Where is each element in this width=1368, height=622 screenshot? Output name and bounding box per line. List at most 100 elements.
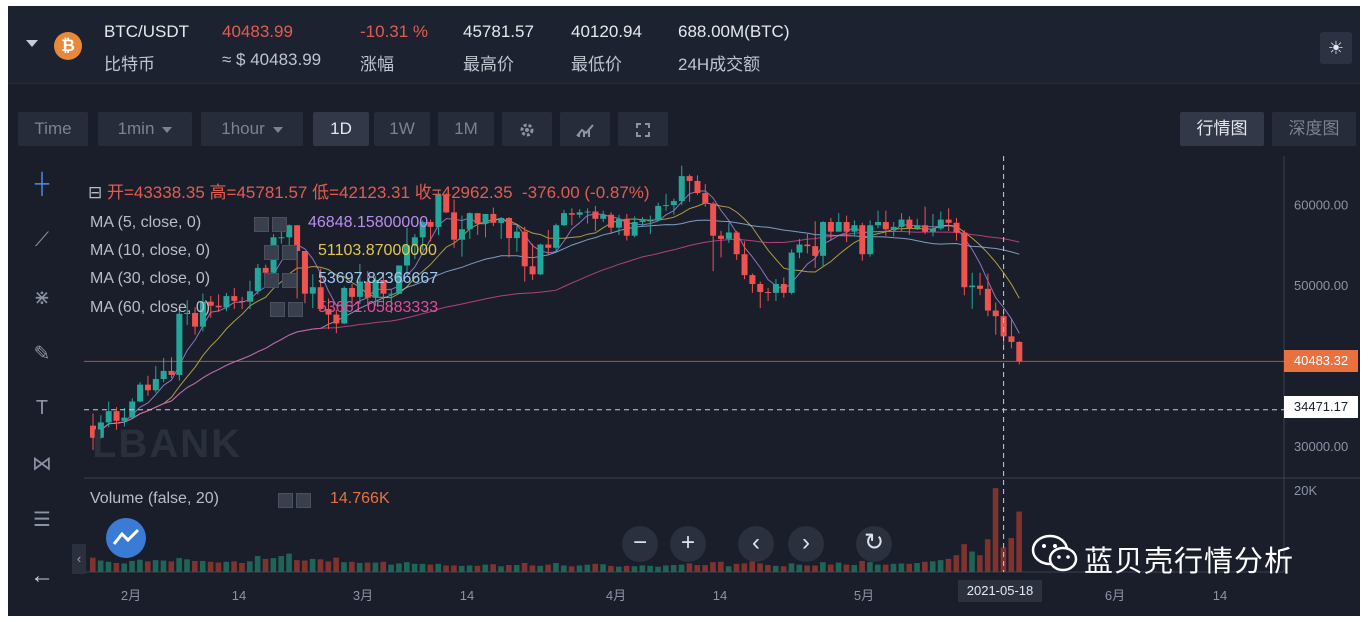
x-tick-label: 5月 — [854, 588, 874, 603]
volume-indicator-label[interactable]: Volume (false, 20) — [90, 490, 219, 507]
fib-tool-icon[interactable]: ⋇ — [33, 287, 51, 309]
ma60-label[interactable]: MA (60, close, 0) — [90, 299, 211, 316]
volume-bar — [1000, 547, 1007, 572]
volume-bar — [254, 556, 261, 572]
candle — [388, 289, 395, 313]
volume-bar — [890, 563, 897, 572]
candle — [561, 209, 567, 227]
scroll-right-button[interactable]: › — [788, 526, 824, 562]
brush-tool-icon[interactable]: ✎ — [33, 343, 51, 365]
volume-bar — [929, 561, 936, 572]
settings-icon[interactable] — [254, 217, 269, 232]
candle — [670, 198, 677, 215]
candle-body — [192, 312, 199, 327]
volume-bar — [553, 563, 559, 572]
candle — [710, 201, 717, 272]
candle-body — [513, 231, 520, 239]
close-icon[interactable] — [272, 217, 287, 232]
candle-body — [231, 296, 238, 301]
volume-bar — [859, 560, 865, 572]
chevron-down-icon — [272, 126, 283, 133]
candle-body — [317, 287, 324, 309]
back-arrow-icon[interactable]: ← — [30, 562, 54, 589]
gear-icon[interactable] — [502, 112, 552, 146]
text-tool-icon[interactable]: T — [35, 397, 49, 419]
volume-tick-label: 20K — [1294, 483, 1317, 498]
candle — [663, 193, 670, 211]
candle-body — [113, 411, 120, 421]
legend-high: 高=45781.57 — [209, 183, 308, 202]
candle — [694, 175, 701, 195]
candle — [765, 288, 772, 301]
settings-icon[interactable] — [264, 245, 279, 260]
close-icon[interactable] — [282, 245, 297, 260]
candlestick-chart[interactable]: 60000.0050000.0040000.0030000.0020K2月143… — [8, 6, 1360, 616]
ma30-value: 53697.82366667 — [318, 270, 439, 287]
ma60-line — [92, 230, 1020, 439]
candle — [490, 207, 497, 227]
candle — [992, 302, 999, 335]
interval-hour-dropdown[interactable]: 1hour — [201, 112, 303, 146]
tab-market-chart[interactable]: 行情图 — [1180, 112, 1264, 146]
zoom-in-button[interactable]: + — [670, 526, 706, 562]
candle — [168, 357, 175, 379]
reset-button[interactable]: ↻ — [856, 526, 892, 562]
candle-body — [215, 305, 222, 308]
measure-tool-icon[interactable]: ☰ — [33, 509, 51, 531]
chevron-left-icon[interactable]: ‹ — [72, 544, 86, 574]
volume-bar — [419, 563, 426, 572]
candle-body — [301, 250, 308, 294]
ma10-label[interactable]: MA (10, close, 0) — [90, 242, 211, 259]
candle — [796, 238, 803, 259]
candle-body — [890, 226, 897, 230]
candle — [404, 227, 410, 275]
candle — [678, 165, 685, 206]
close-icon[interactable] — [296, 493, 311, 508]
indicator-icon[interactable] — [560, 112, 610, 146]
lbank-logo-icon — [106, 518, 146, 558]
zoom-out-button[interactable]: − — [622, 526, 658, 562]
candle-body — [168, 370, 175, 375]
close-icon[interactable] — [288, 302, 303, 317]
interval-min-dropdown[interactable]: 1min — [98, 112, 192, 146]
sun-icon[interactable]: ☀ — [1320, 32, 1352, 64]
volume-bar — [144, 561, 151, 572]
volume-bar — [341, 562, 347, 572]
tab-depth-chart[interactable]: 深度图 — [1272, 112, 1356, 146]
interval-1d-button[interactable]: 1D — [313, 112, 369, 146]
fullscreen-icon[interactable] — [618, 112, 668, 146]
crosshair-tool-icon[interactable]: ┼ — [34, 173, 50, 195]
candle — [458, 215, 465, 257]
volume-bar — [294, 560, 300, 572]
volume-bar — [388, 564, 394, 572]
volume-bar — [152, 560, 159, 572]
settings-icon[interactable] — [278, 493, 293, 508]
ma30-label[interactable]: MA (30, close, 0) — [90, 270, 211, 287]
volume-bar — [286, 553, 292, 572]
collapse-icon[interactable]: ⊟ — [88, 183, 107, 202]
volume-bar — [458, 565, 465, 572]
candle — [545, 230, 552, 255]
pattern-tool-icon[interactable]: ⋈ — [32, 453, 52, 475]
candle-body — [600, 214, 607, 219]
interval-1w-button[interactable]: 1W — [374, 112, 430, 146]
ma5-label[interactable]: MA (5, close, 0) — [90, 214, 202, 231]
scroll-left-button[interactable]: ‹ — [738, 526, 774, 562]
volume-bar — [207, 561, 214, 572]
settings-icon[interactable] — [264, 273, 279, 288]
candle — [631, 216, 638, 238]
volume-bar — [875, 564, 881, 572]
trendline-tool-icon[interactable]: ⟋ — [35, 229, 49, 251]
candle — [137, 382, 144, 403]
interval-1m-button[interactable]: 1M — [438, 112, 494, 146]
settings-icon[interactable] — [270, 302, 285, 317]
candle-body — [898, 219, 905, 227]
volume-bar — [105, 561, 112, 572]
time-button[interactable]: Time — [18, 112, 88, 146]
volume-bar — [513, 565, 520, 572]
chevron-down-icon[interactable] — [26, 40, 38, 47]
close-icon[interactable] — [282, 273, 297, 288]
candle — [325, 298, 332, 330]
volume-bar — [867, 562, 873, 572]
candle-body — [804, 244, 811, 247]
